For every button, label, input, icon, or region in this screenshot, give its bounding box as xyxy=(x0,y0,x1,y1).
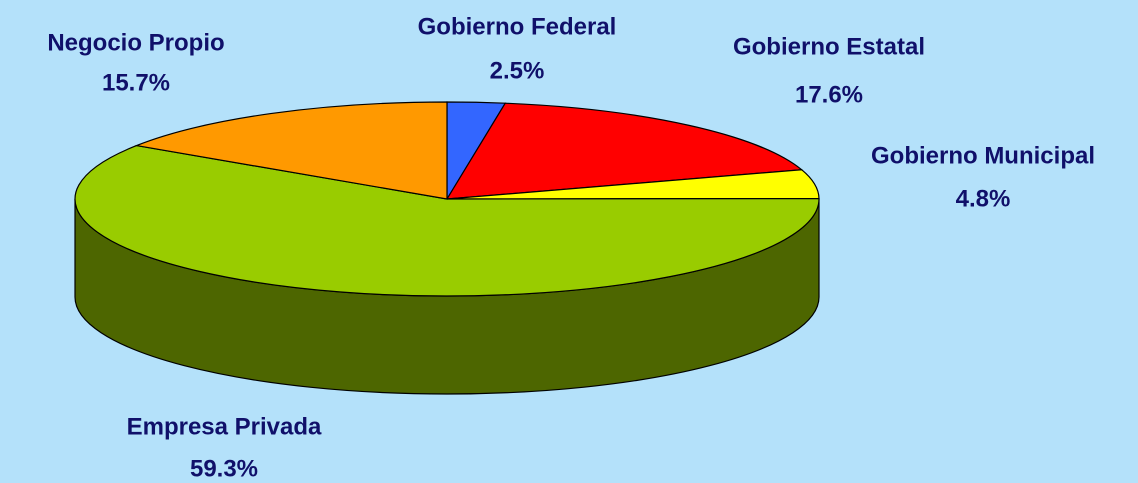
slice-label: Gobierno Estatal xyxy=(733,33,925,60)
slice-value-label: 4.8% xyxy=(956,185,1011,212)
slice-value-label: 2.5% xyxy=(490,57,545,84)
slice-label: Negocio Propio xyxy=(47,29,224,56)
pie-slice xyxy=(134,101,448,200)
pie-slice xyxy=(74,144,820,297)
slice-value-label: 17.6% xyxy=(795,81,863,108)
slice-label: Empresa Privada xyxy=(127,413,322,440)
slice-value-label: 15.7% xyxy=(102,69,170,96)
slice-label: Gobierno Federal xyxy=(418,13,617,40)
slice-value-label: 59.3% xyxy=(190,455,258,482)
slice-label: Gobierno Municipal xyxy=(871,142,1095,169)
pie-slice xyxy=(445,102,804,200)
